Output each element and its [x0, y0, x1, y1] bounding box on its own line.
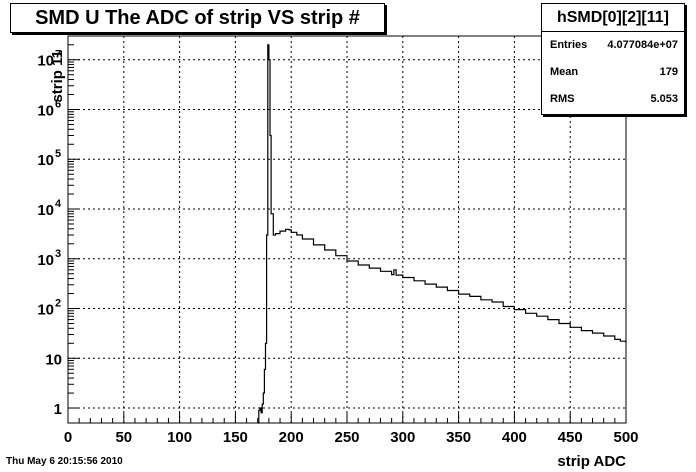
rms-label: RMS	[550, 93, 575, 105]
y-tick-exponent: 6	[55, 98, 61, 110]
stats-box: hSMD[0][2][11] Entries 4.077084e+07 Mean…	[541, 3, 685, 115]
stats-entries-row: Entries 4.077084e+07	[542, 32, 684, 59]
chart-title: SMD U The ADC of strip VS strip #	[10, 3, 385, 33]
y-tick-label: 10	[45, 351, 62, 368]
y-tick-label: 10	[37, 102, 54, 119]
x-tick-label: 150	[223, 429, 248, 446]
y-tick-label: 10	[37, 302, 54, 319]
x-axis-label: strip ADC	[557, 453, 626, 470]
y-tick-label: 1	[54, 401, 62, 418]
mean-value: 179	[659, 66, 678, 78]
x-tick-label: 100	[167, 429, 192, 446]
stats-rms-row: RMS 5.053	[542, 86, 684, 113]
y-tick-exponent: 2	[55, 298, 61, 310]
x-tick-label: 300	[390, 429, 415, 446]
y-tick-exponent: 4	[55, 198, 62, 210]
series-layer	[257, 44, 627, 424]
y-tick-label: 10	[37, 152, 54, 169]
rms-value: 5.053	[650, 93, 678, 105]
mean-label: Mean	[550, 66, 579, 78]
x-tick-label: 200	[279, 429, 304, 446]
stats-mean-row: Mean 179	[542, 59, 684, 86]
series-line	[257, 44, 627, 424]
x-tick-label: 400	[502, 429, 527, 446]
x-tick-label: 450	[558, 429, 583, 446]
x-tick-label: 250	[334, 429, 359, 446]
y-tick-exponent: 3	[55, 248, 61, 260]
grid-layer	[68, 36, 626, 423]
entries-label: Entries	[550, 39, 588, 51]
y-tick-exponent: 5	[55, 148, 61, 160]
y-tick-label: 10	[37, 53, 54, 70]
timestamp: Thu May 6 20:15:56 2010	[6, 456, 123, 467]
x-tick-label: 0	[64, 429, 72, 446]
y-tick-label: 10	[37, 202, 54, 219]
y-tick-label: 10	[37, 252, 54, 269]
x-tick-label: 50	[115, 429, 132, 446]
entries-value: 4.077084e+07	[607, 39, 678, 51]
x-tick-label: 350	[446, 429, 471, 446]
y-tick-exponent: 7	[55, 49, 61, 61]
y-axis-label: strip 11	[49, 50, 66, 103]
x-tick-label: 500	[613, 429, 638, 446]
stats-name: hSMD[0][2][11]	[542, 4, 684, 32]
